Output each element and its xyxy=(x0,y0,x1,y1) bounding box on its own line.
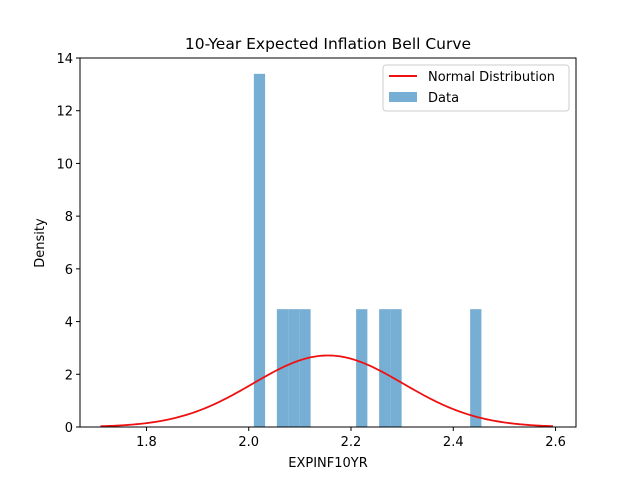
x-tick-label: 2.6 xyxy=(545,435,566,450)
y-tick-label: 2 xyxy=(65,368,73,383)
legend-data-swatch xyxy=(389,92,417,102)
x-axis-ticks: 1.8 2.0 2.2 2.4 2.6 xyxy=(136,427,566,450)
y-tick-label: 8 xyxy=(65,210,73,225)
histogram-bar xyxy=(299,309,311,427)
chart-title: 10-Year Expected Inflation Bell Curve xyxy=(185,35,471,53)
histogram-bar xyxy=(356,309,368,427)
histogram-bar xyxy=(253,73,266,428)
x-tick-label: 1.8 xyxy=(136,435,157,450)
histogram-bar xyxy=(470,309,482,427)
y-axis-ticks: 0 2 4 6 8 10 12 14 xyxy=(56,52,80,436)
normal-curve-layer xyxy=(100,354,554,428)
y-tick-label: 12 xyxy=(56,105,73,120)
x-tick-label: 2.0 xyxy=(238,435,259,450)
normal-distribution-curve xyxy=(100,354,554,428)
y-tick-label: 4 xyxy=(65,316,73,331)
histogram-bar xyxy=(390,309,402,427)
x-tick-label: 2.4 xyxy=(443,435,464,450)
legend-data-label: Data xyxy=(428,91,459,106)
y-tick-label: 14 xyxy=(56,52,73,67)
x-axis-label: EXPINF10YR xyxy=(288,456,368,471)
histogram-bar xyxy=(288,309,300,427)
plot-frame xyxy=(79,57,577,428)
legend: Normal Distribution Data xyxy=(382,64,570,112)
y-axis-label: Density xyxy=(33,218,48,268)
y-tick-label: 10 xyxy=(56,157,73,172)
y-tick-label: 6 xyxy=(65,263,73,278)
y-tick-label: 0 xyxy=(65,421,73,436)
histogram-bar xyxy=(379,309,391,427)
legend-normal-distribution-label: Normal Distribution xyxy=(428,70,555,85)
x-tick-label: 2.2 xyxy=(341,435,362,450)
legend-box xyxy=(382,64,570,112)
